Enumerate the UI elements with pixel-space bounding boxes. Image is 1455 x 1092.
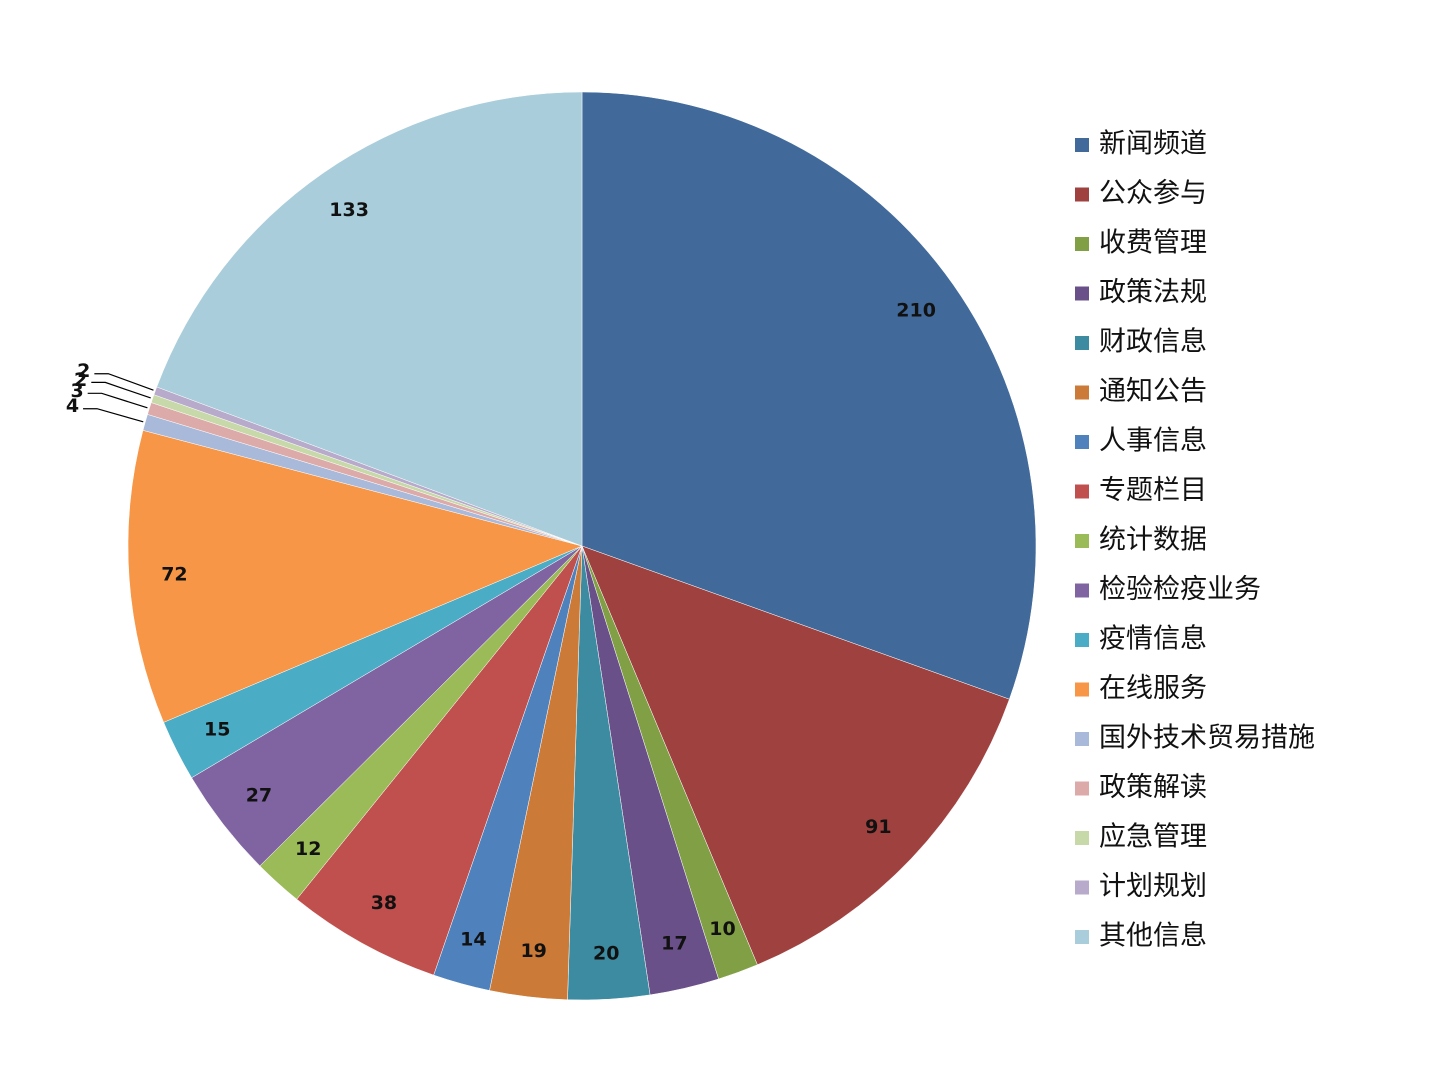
legend-item-10: 疫情信息	[1075, 624, 1207, 655]
leader-line-13	[87, 392, 148, 409]
data-label-5: 19	[520, 940, 546, 962]
legend-swatch-10	[1075, 633, 1089, 647]
data-label-15: 2	[77, 360, 90, 382]
legend-item-11: 在线服务	[1075, 673, 1207, 704]
legend-item-9: 检验检疫业务	[1075, 574, 1261, 605]
pie-slice-16	[156, 91, 583, 547]
legend-swatch-14	[1075, 831, 1089, 845]
legend-swatch-9	[1075, 583, 1089, 598]
legend-label-12: 国外技术贸易措施	[1099, 723, 1315, 754]
legend-swatch-12	[1075, 732, 1089, 746]
legend-item-6: 人事信息	[1075, 426, 1207, 457]
data-label-13: 3	[70, 380, 83, 402]
legend-swatch-15	[1075, 880, 1089, 895]
legend-item-16: 其他信息	[1075, 921, 1207, 952]
pie-slice-0	[581, 91, 1037, 700]
data-label-2: 10	[709, 918, 735, 940]
legend-swatch-0	[1075, 138, 1089, 152]
legend: 新闻频道公众参与收费管理政策法规财政信息通知公告人事信息专题栏目统计数据检验检疫…	[1075, 129, 1315, 952]
data-label-14: 2	[74, 369, 87, 391]
legend-item-0: 新闻频道	[1075, 129, 1207, 160]
legend-item-14: 应急管理	[1075, 822, 1207, 853]
legend-item-8: 统计数据	[1075, 525, 1207, 556]
legend-item-5: 通知公告	[1075, 376, 1207, 407]
legend-swatch-3	[1075, 286, 1089, 301]
data-label-6: 14	[460, 928, 486, 950]
legend-swatch-13	[1075, 781, 1089, 796]
legend-label-8: 统计数据	[1099, 525, 1207, 556]
pie-slice-7	[296, 545, 583, 976]
legend-label-16: 其他信息	[1099, 921, 1207, 952]
legend-item-4: 财政信息	[1075, 327, 1207, 358]
legend-swatch-7	[1075, 484, 1089, 499]
legend-item-15: 计划规划	[1075, 871, 1207, 902]
pie-slice-11	[127, 430, 583, 723]
legend-label-3: 政策法规	[1099, 277, 1207, 308]
legend-label-7: 专题栏目	[1099, 475, 1207, 506]
pie-slices	[127, 91, 1037, 1001]
legend-item-1: 公众参与	[1075, 178, 1207, 209]
legend-swatch-4	[1075, 336, 1089, 350]
legend-swatch-6	[1075, 435, 1089, 449]
legend-item-7: 专题栏目	[1075, 475, 1207, 506]
legend-swatch-8	[1075, 534, 1089, 548]
data-label-7: 38	[371, 892, 397, 914]
legend-label-15: 计划规划	[1099, 871, 1207, 902]
leader-line-14	[91, 381, 151, 399]
legend-label-6: 人事信息	[1099, 426, 1207, 457]
legend-label-4: 财政信息	[1099, 327, 1207, 358]
leader-line-12	[83, 408, 144, 423]
legend-label-2: 收费管理	[1099, 228, 1207, 259]
data-label-12: 4	[66, 395, 79, 417]
legend-label-14: 应急管理	[1099, 822, 1207, 853]
data-label-1: 91	[865, 816, 891, 838]
data-label-11: 72	[161, 563, 187, 585]
data-label-16: 133	[329, 199, 369, 221]
legend-label-0: 新闻频道	[1099, 129, 1207, 160]
legend-item-12: 国外技术贸易措施	[1075, 723, 1315, 754]
legend-label-11: 在线服务	[1099, 673, 1207, 704]
legend-item-3: 政策法规	[1075, 277, 1207, 308]
legend-swatch-16	[1075, 930, 1089, 944]
legend-swatch-5	[1075, 385, 1089, 400]
legend-label-1: 公众参与	[1099, 178, 1207, 209]
legend-label-9: 检验检疫业务	[1099, 574, 1261, 605]
data-label-3: 17	[661, 933, 687, 955]
legend-item-13: 政策解读	[1075, 772, 1207, 803]
legend-label-13: 政策解读	[1099, 772, 1207, 803]
legend-item-2: 收费管理	[1075, 228, 1207, 259]
legend-swatch-11	[1075, 682, 1089, 697]
data-label-9: 27	[246, 785, 272, 807]
pie-slice-1	[581, 545, 1010, 966]
data-label-0: 210	[896, 299, 936, 321]
legend-swatch-2	[1075, 237, 1089, 251]
data-label-10: 15	[204, 719, 230, 741]
data-label-8: 12	[295, 838, 321, 860]
legend-swatch-1	[1075, 187, 1089, 202]
data-label-4: 20	[593, 942, 619, 964]
leader-line-15	[94, 373, 154, 391]
legend-label-10: 疫情信息	[1099, 624, 1207, 655]
legend-label-5: 通知公告	[1099, 376, 1207, 407]
